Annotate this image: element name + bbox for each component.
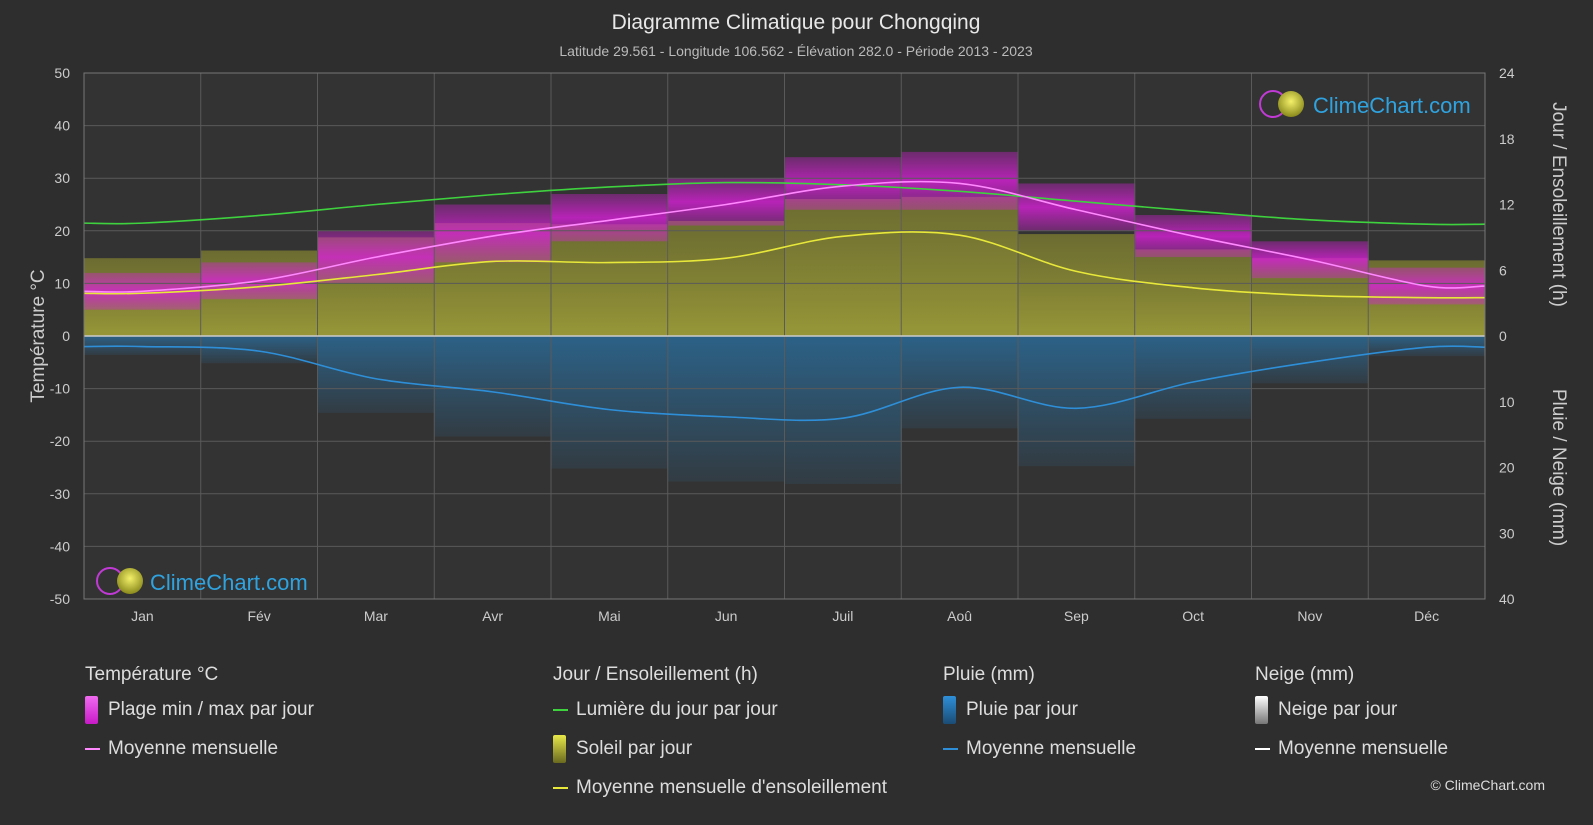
temp-range-bar [434,204,552,263]
logo-sun-icon [117,568,143,594]
sunshine-bar [784,199,902,336]
x-tick-label: Aoû [947,608,972,624]
y-right-top-tick-label: 6 [1499,262,1507,278]
y-left-tick-label: 50 [54,65,70,81]
y-left-tick-label: -50 [50,591,70,607]
y-right-top-tick-label: 18 [1499,131,1515,147]
y-right-top-axis-title: Jour / Ensoleillement (h) [1548,102,1569,307]
temp-range-bar [667,178,785,226]
x-tick-label: Mar [364,608,388,624]
x-tick-label: Avr [482,608,503,624]
logo-sun-icon [1278,91,1304,117]
temp-range-bar [551,193,669,242]
rain-bar [551,336,669,469]
watermark-top-text: ClimeChart.com [1313,93,1471,118]
sunshine-bar [551,224,669,336]
y-right-top-tick-label: 0 [1499,328,1507,344]
y-left-tick-label: -30 [50,486,70,502]
sunshine-bar [1134,249,1252,336]
x-tick-label: Jun [715,608,738,624]
y-left-tick-label: -10 [50,381,70,397]
watermark-top [1259,90,1304,118]
temp-mean-line [83,180,1486,293]
chart-title: Diagramme Climatique pour Chongqing [612,11,981,34]
temp-range-bar [1018,183,1136,231]
rain-bar [317,336,435,413]
watermark-bottom-text: ClimeChart.com [150,570,308,595]
y-right-bottom-tick-label: 40 [1499,591,1515,607]
x-tick-label: Jan [131,608,154,624]
rain-bar [667,336,785,482]
rain-bar [434,336,552,437]
plot-area [83,72,1486,600]
rain-bar [1251,336,1369,384]
y-right-top-tick-label: 24 [1499,65,1515,81]
x-tick-label: Oct [1182,608,1204,624]
rain-bar [901,336,1019,429]
y-right-bottom-tick-label: 10 [1499,394,1515,410]
axes: 50 40 30 20 10 0 -10 -20 -30 -40 -50 24 18 12 6 0 10 20 30… [28,65,1569,624]
rain-bar [1018,336,1136,467]
y-left-tick-label: 40 [54,118,70,134]
rain-bar [84,336,202,355]
y-left-tick-label: 30 [54,170,70,186]
rain-bar [1368,336,1486,357]
chart-subtitle: Latitude 29.561 - Longitude 106.562 - Él… [559,43,1032,59]
rain-bar [784,336,902,484]
y-right-top-tick-label: 12 [1499,197,1515,213]
x-tick-label: Sep [1064,608,1089,624]
rain-mean-line [83,345,1486,422]
daylight-line [83,181,1486,226]
watermark-bottom [96,567,143,595]
axis-frame [83,72,1486,600]
y-right-bottom-axis-title: Pluie / Neige (mm) [1548,389,1569,546]
rain-bars [84,336,1486,484]
sunshine-bar [667,220,785,336]
y-left-axis-title: Température °C [28,269,49,402]
sunshine-bar [901,196,1019,336]
y-left-tick-label: -40 [50,538,70,554]
y-left-tick-label: 0 [62,328,70,344]
y-right-bottom-tick-label: 30 [1499,525,1515,541]
rain-bar [1134,336,1252,419]
sunshine-bar [1018,234,1136,336]
y-right-bottom-tick-label: 20 [1499,460,1515,476]
y-left-tick-label: -20 [50,433,70,449]
y-left-tick-label: 20 [54,223,70,239]
x-tick-label: Déc [1414,608,1439,624]
x-tick-label: Nov [1297,608,1322,624]
y-left-tick-label: 10 [54,275,70,291]
sunshine-mean-line [83,231,1486,299]
x-tick-label: Fév [247,608,270,624]
x-tick-label: Juil [832,608,853,624]
x-tick-label: Mai [598,608,621,624]
